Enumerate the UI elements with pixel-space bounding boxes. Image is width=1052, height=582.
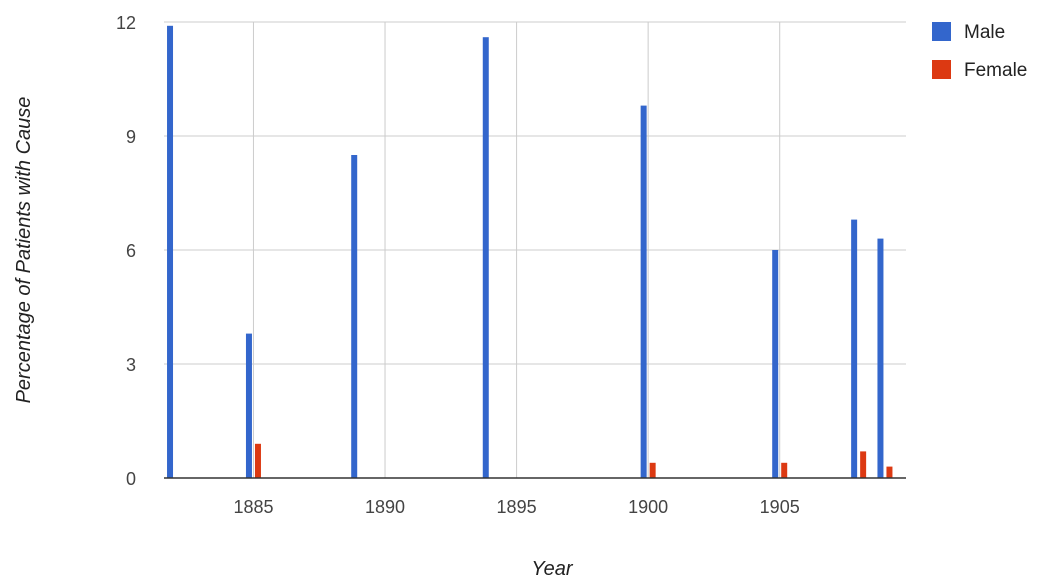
male-bar bbox=[351, 155, 358, 478]
male-legend-label: Male bbox=[964, 22, 1005, 43]
male-bar bbox=[482, 37, 489, 478]
male-bar bbox=[772, 250, 779, 478]
y-tick-label: 6 bbox=[126, 241, 136, 261]
female-bar bbox=[649, 462, 656, 478]
male-bar bbox=[851, 219, 858, 478]
x-tick-label: 1900 bbox=[628, 497, 668, 517]
legend: Male Female bbox=[932, 22, 1027, 81]
y-tick-label: 0 bbox=[126, 469, 136, 489]
male-bar bbox=[877, 238, 884, 478]
gridlines bbox=[164, 21, 906, 478]
y-axis-ticks: 0 3 6 9 12 bbox=[116, 13, 136, 489]
male-bar bbox=[167, 25, 174, 479]
x-axis-ticks: 1885 1890 1895 1900 1905 bbox=[233, 497, 799, 517]
female-legend-swatch bbox=[932, 60, 951, 79]
male-bar bbox=[245, 333, 252, 478]
y-tick-label: 12 bbox=[116, 13, 136, 33]
female-bar bbox=[860, 451, 867, 478]
female-bar bbox=[886, 466, 893, 478]
y-tick-label: 3 bbox=[126, 355, 136, 375]
x-tick-label: 1885 bbox=[233, 497, 273, 517]
male-legend-swatch bbox=[932, 22, 951, 41]
y-axis-title: Percentage of Patients with Cause bbox=[13, 97, 35, 404]
x-tick-label: 1890 bbox=[365, 497, 405, 517]
bars bbox=[167, 25, 893, 479]
x-tick-label: 1905 bbox=[760, 497, 800, 517]
x-axis-title: Year bbox=[531, 558, 573, 580]
y-tick-label: 9 bbox=[126, 127, 136, 147]
x-tick-label: 1895 bbox=[497, 497, 537, 517]
male-bar bbox=[640, 105, 647, 478]
female-bar bbox=[781, 462, 788, 478]
female-legend-label: Female bbox=[964, 60, 1027, 81]
female-bar bbox=[254, 443, 261, 478]
